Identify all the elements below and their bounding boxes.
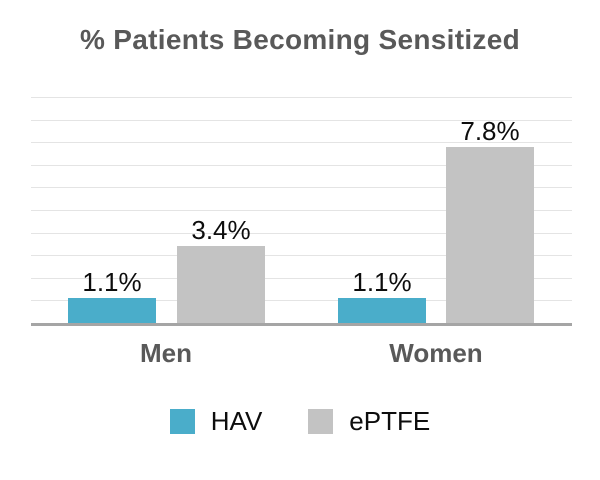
gridline	[31, 300, 572, 302]
legend-label-eptfe: ePTFE	[349, 406, 431, 436]
bar-label-women-hav: 1.1%	[352, 267, 412, 297]
bar-label-men-hav: 1.1%	[82, 267, 142, 297]
x-label-men: Men	[140, 338, 192, 368]
bar-label-women-eptfe: 7.8%	[460, 116, 520, 146]
gridline	[31, 232, 572, 234]
plot-area: 1.1% 1.1% 3.4% 7.8%	[31, 89, 572, 326]
bar-men-hav	[68, 298, 156, 323]
bar-women-hav	[338, 298, 426, 323]
legend-item-hav: HAV	[169, 406, 263, 437]
legend-swatch-eptfe	[308, 409, 334, 434]
gridline	[31, 255, 572, 257]
gridline	[31, 210, 572, 211]
bar-label-men-eptfe: 3.4%	[191, 215, 251, 245]
chart-title: % Patients Becoming Sensitized	[80, 24, 520, 55]
legend-swatch-hav	[169, 409, 195, 434]
bar-women-eptfe	[446, 147, 534, 323]
gridline	[31, 142, 572, 144]
gridline	[31, 97, 572, 98]
legend: HAV ePTFE	[0, 406, 600, 437]
x-label-women: Women	[389, 338, 483, 368]
gridline	[31, 164, 572, 166]
gridline	[31, 277, 572, 279]
gridline	[31, 119, 572, 121]
gridline	[31, 187, 572, 189]
legend-item-eptfe: ePTFE	[308, 406, 430, 437]
legend-label-hav: HAV	[210, 406, 263, 436]
bar-men-eptfe	[177, 246, 265, 323]
